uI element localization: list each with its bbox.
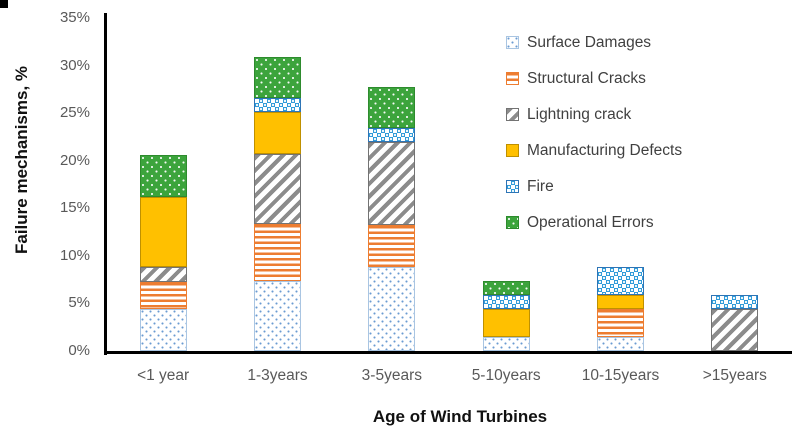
bar-segment-structural bbox=[597, 309, 644, 337]
bar-segment-manufacturing bbox=[254, 112, 301, 155]
bar-segment-surface bbox=[139, 309, 187, 351]
bar-segment-structural bbox=[254, 224, 301, 281]
x-tick-label: 5-10years bbox=[471, 367, 541, 384]
bar-segment-operational bbox=[482, 280, 530, 295]
x-tick-label: 10-15years bbox=[581, 367, 660, 384]
bar-segment-lightning bbox=[254, 154, 301, 225]
bar-segment-lightning bbox=[711, 309, 759, 351]
bar-segment-fire bbox=[254, 97, 301, 113]
bar-segment-surface bbox=[254, 280, 301, 351]
y-tick-label: 0% bbox=[68, 342, 90, 359]
legend-label: Fire bbox=[527, 177, 554, 195]
x-axis-line bbox=[104, 351, 792, 354]
legend-swatch-structural-icon bbox=[506, 72, 519, 85]
y-axis-title: Failure mechanisms, % bbox=[12, 65, 31, 255]
legend: Surface Damages Structural Cracks Lightnin… bbox=[506, 33, 682, 249]
legend-swatch-lightning-icon bbox=[506, 108, 519, 121]
bar-segment-lightning bbox=[139, 267, 187, 282]
x-tick-label: 1-3years bbox=[247, 367, 308, 384]
y-axis-line bbox=[104, 13, 107, 355]
bar-segment-surface bbox=[482, 336, 530, 351]
bar-segment-fire bbox=[482, 294, 530, 310]
bar-segment-operational bbox=[368, 86, 416, 129]
y-tick-label: 10% bbox=[59, 246, 90, 264]
bar-segment-manufacturing bbox=[482, 309, 530, 337]
legend-label: Operational Errors bbox=[527, 213, 654, 231]
legend-label: Lightning crack bbox=[527, 105, 632, 123]
legend-item: Fire bbox=[506, 177, 682, 196]
x-tick-label: 3-5years bbox=[361, 367, 422, 384]
corner-artifact bbox=[0, 0, 8, 8]
legend-swatch-surface-icon bbox=[506, 36, 519, 49]
y-tick-label: 15% bbox=[59, 199, 90, 217]
y-tick-label: 35% bbox=[59, 9, 90, 26]
y-tick-label: 5% bbox=[68, 294, 90, 312]
bar-segment-surface bbox=[368, 267, 416, 351]
bar-segment-surface bbox=[597, 336, 644, 351]
x-axis-title: Age of Wind Turbines bbox=[372, 407, 548, 426]
legend-item: Manufacturing Defects bbox=[506, 141, 682, 160]
bar-segment-fire bbox=[597, 267, 644, 295]
legend-swatch-fire-icon bbox=[506, 180, 519, 193]
bar-segment-fire bbox=[368, 128, 416, 142]
bar-segment-structural bbox=[139, 281, 187, 310]
y-tick-label: 25% bbox=[59, 104, 90, 122]
y-tick-label: 20% bbox=[59, 151, 90, 169]
plot-area bbox=[106, 18, 792, 351]
x-tick-label: >15years bbox=[702, 367, 767, 384]
legend-label: Surface Damages bbox=[527, 33, 652, 51]
bar-segment-lightning bbox=[368, 141, 416, 226]
bar-segment-operational bbox=[254, 57, 301, 98]
legend-swatch-operational-icon bbox=[506, 216, 519, 229]
bar-segment-operational bbox=[139, 155, 187, 197]
y-tick-label: 30% bbox=[59, 56, 90, 74]
legend-item: Lightning crack bbox=[506, 105, 682, 124]
bar-segment-manufacturing bbox=[597, 294, 644, 310]
legend-label: Manufacturing Defects bbox=[527, 141, 683, 159]
legend-item: Operational Errors bbox=[506, 213, 682, 232]
bar-segment-manufacturing bbox=[139, 196, 187, 268]
legend-item: Structural Cracks bbox=[506, 69, 682, 88]
bar-segment-fire bbox=[711, 294, 759, 310]
legend-label: Structural Cracks bbox=[527, 69, 646, 87]
legend-swatch-manufacturing-icon bbox=[506, 144, 519, 157]
bar-segment-structural bbox=[368, 225, 416, 268]
x-tick-label: <1 year bbox=[137, 367, 190, 384]
legend-item: Surface Damages bbox=[506, 33, 682, 52]
